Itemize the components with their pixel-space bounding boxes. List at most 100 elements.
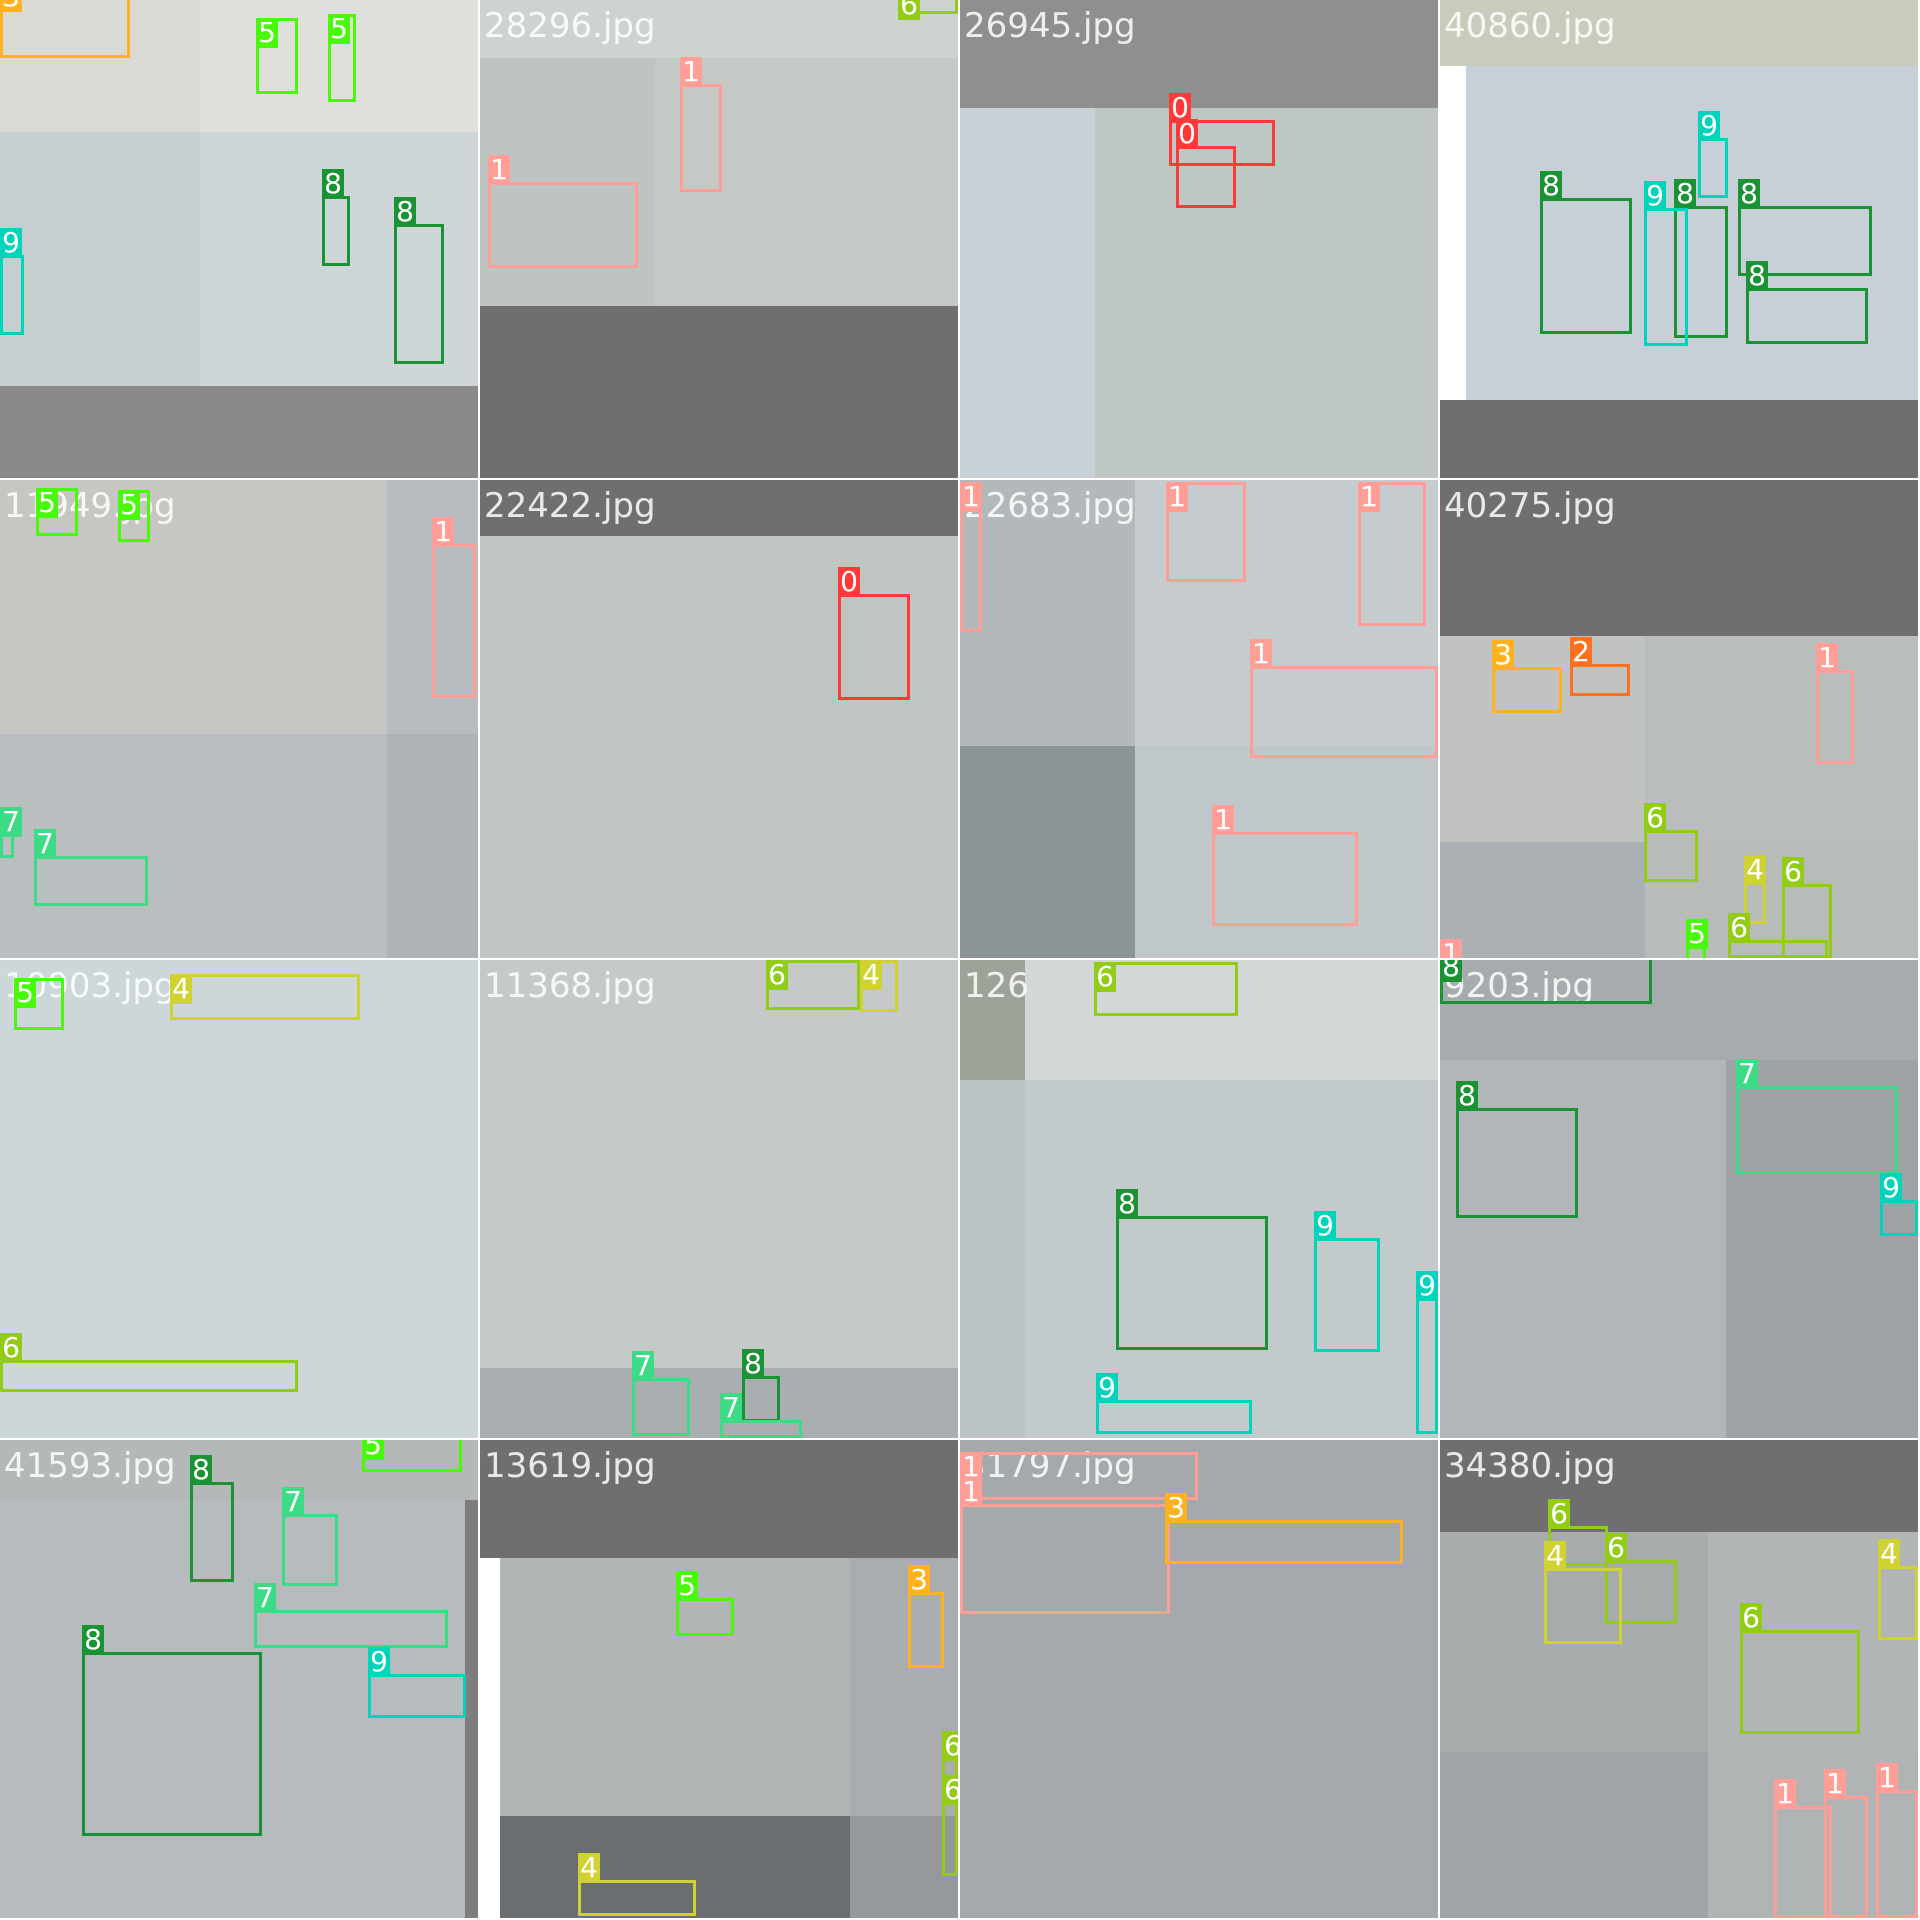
detection-box: 3 [1165, 1493, 1403, 1564]
photo-region [465, 1500, 478, 1918]
detection-box: 0 [1169, 93, 1275, 166]
photo-region [480, 306, 958, 478]
detection-box: 8 [1116, 1189, 1268, 1350]
detection-box: 1 [1824, 1769, 1868, 1918]
class-label: 8 [1440, 960, 1462, 982]
detection-box: 1 [960, 1477, 1170, 1614]
class-label: 6 [0, 1333, 22, 1363]
detection-box: 6 [1605, 1533, 1677, 1624]
detection-box: 5 [118, 490, 150, 542]
detection-box: 8 [1738, 179, 1872, 276]
class-label: 5 [676, 1571, 698, 1601]
class-label: 6 [942, 1775, 958, 1805]
photo-region [1440, 1752, 1708, 1918]
class-label: 8 [190, 1455, 212, 1485]
class-label: 6 [898, 0, 920, 20]
class-label: 1 [1816, 643, 1838, 673]
class-label: 1 [1774, 1779, 1796, 1809]
detection-box: 8 [1440, 960, 1652, 1004]
class-label: 9 [1698, 111, 1720, 141]
detection-box: 4 [1744, 855, 1766, 924]
class-label: 1 [1166, 482, 1188, 512]
detection-box: 9 [0, 228, 24, 335]
detection-box: 5 [328, 14, 356, 102]
class-label: 5 [36, 488, 58, 518]
photo-region [1645, 636, 1918, 842]
tile-filename: 26945.jpg [964, 6, 1136, 46]
mosaic-tile: 40860.jpg 9 8 8 8 9 8 [1440, 0, 1918, 478]
mosaic-tile: 11368.jpg 6 4 7 8 7 [480, 960, 958, 1438]
photo-region [1440, 842, 1645, 958]
detection-box: 9 [1880, 1173, 1918, 1236]
detection-box: 3 [0, 0, 130, 58]
class-label: 1 [1358, 482, 1380, 512]
detection-box: 1 [1212, 805, 1358, 926]
class-label: 6 [942, 1731, 958, 1761]
detection-box: 5 [14, 978, 64, 1030]
tile-filename: 22422.jpg [484, 486, 656, 526]
detection-box: 1 [1876, 1763, 1918, 1918]
detection-box: 1 [960, 1452, 1198, 1500]
photo-region [500, 1816, 850, 1918]
class-label: 5 [118, 490, 140, 520]
detection-box: 8 [190, 1455, 234, 1582]
class-label: 9 [1096, 1373, 1118, 1403]
detection-box: 3 [908, 1565, 944, 1668]
detection-box: 6 [1644, 803, 1698, 882]
photo-region [1440, 960, 1918, 1060]
detection-box: 1 [680, 57, 722, 192]
class-label: 1 [960, 1477, 982, 1507]
class-label: 6 [1728, 913, 1750, 943]
class-label: 6 [1548, 1499, 1570, 1529]
photo-region [500, 1558, 850, 1816]
detection-box: 5 [1686, 919, 1708, 958]
detection-box: 1 [488, 155, 638, 268]
mosaic-tile: 40275.jpg 3 2 1 6 4 6 5 6 1 [1440, 480, 1918, 958]
mosaic-tile: 9203.jpg 8 8 7 9 [1440, 960, 1918, 1438]
class-label: 7 [254, 1583, 276, 1613]
detection-box: 4 [860, 960, 898, 1012]
mosaic-tile: 26945.jpg 0 0 [960, 0, 1438, 478]
detection-box: 6 [1728, 913, 1828, 958]
class-label: 6 [1094, 962, 1116, 992]
mosaic-tile: 10903.jpg 5 4 6 [0, 960, 478, 1438]
photo-region [1440, 0, 1918, 66]
photo-region [960, 1440, 1438, 1918]
tile-filename: 11368.jpg [484, 966, 656, 1006]
class-label: 8 [1540, 171, 1562, 201]
class-label: 4 [170, 974, 192, 1004]
detection-box: 9 [1314, 1211, 1380, 1352]
detection-box: 9 [1698, 111, 1728, 198]
detection-box: 7 [632, 1351, 690, 1436]
photo-region [960, 108, 1095, 478]
class-label: 1 [1876, 1763, 1898, 1793]
mosaic-tile: 22683.jpg 1 1 1 1 1 [960, 480, 1438, 958]
detection-box: 7 [34, 829, 148, 906]
detection-box: 1 [1358, 482, 1426, 626]
photo-region [480, 1440, 958, 1558]
detection-box: 8 [1540, 171, 1632, 334]
detection-box: 1 [960, 482, 982, 632]
detection-box: 8 [1456, 1081, 1578, 1218]
detection-box: 6 [942, 1731, 958, 1794]
class-label: 4 [578, 1853, 600, 1883]
photo-region [960, 746, 1135, 958]
detection-box: 5 [362, 1440, 462, 1472]
class-label: 9 [368, 1647, 390, 1677]
class-label: 7 [34, 829, 56, 859]
tile-filename: 40860.jpg [1444, 6, 1616, 46]
class-label: 4 [1878, 1539, 1900, 1569]
mosaic-tile: 3 5 5 9 8 8 [0, 0, 478, 478]
class-label: 6 [1644, 803, 1666, 833]
class-label: 8 [394, 197, 416, 227]
class-label: 8 [1674, 179, 1696, 209]
class-label: 6 [1605, 1533, 1627, 1563]
detection-box: 3 [1492, 640, 1562, 713]
class-label: 4 [860, 960, 882, 990]
photo-region [850, 1558, 958, 1816]
detection-box: 4 [578, 1853, 696, 1916]
mosaic-tile: 31797.jpg 1 1 3 [960, 1440, 1438, 1918]
class-label: 0 [1176, 119, 1198, 149]
class-label: 7 [282, 1487, 304, 1517]
class-label: 1 [960, 482, 982, 512]
